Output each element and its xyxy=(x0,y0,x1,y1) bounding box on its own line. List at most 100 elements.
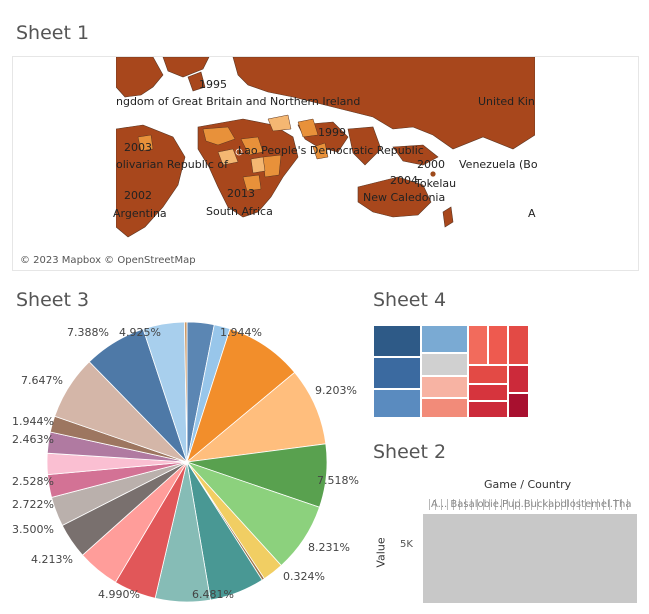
pie-label: 7.647% xyxy=(21,374,63,387)
treemap-tile[interactable] xyxy=(373,357,421,389)
treemap-tile[interactable] xyxy=(508,393,529,418)
treemap-tile[interactable] xyxy=(421,376,468,398)
map-label-uk-right: United Kin xyxy=(478,95,535,108)
column-tick xyxy=(453,499,454,510)
map-label-argentina: Argentina xyxy=(113,207,167,220)
world-map[interactable]: ngdom of Great Britain and Northern Irel… xyxy=(13,57,638,270)
column-tick xyxy=(441,499,442,510)
pie-label: 0.324% xyxy=(283,570,325,583)
map-label-bolivia: olivarian Republic of xyxy=(116,158,229,171)
column-tick xyxy=(507,499,508,510)
column-tick xyxy=(447,499,448,510)
map-attribution[interactable]: © 2023 Mapbox © OpenStreetMap xyxy=(20,255,196,266)
map-label-2013: 2013 xyxy=(227,187,255,200)
pie-slice[interactable] xyxy=(184,321,188,463)
y-axis-tick: 5K xyxy=(400,539,413,550)
map-label-south-africa: South Africa xyxy=(206,205,273,218)
column-tick xyxy=(525,499,526,510)
pie-label: 4.990% xyxy=(98,588,140,601)
column-tick xyxy=(615,499,616,510)
sheet2-title: Sheet 2 xyxy=(373,441,447,463)
highlighted-regions xyxy=(137,118,329,192)
pie-label: 2.722% xyxy=(12,498,54,511)
map-view[interactable]: ngdom of Great Britain and Northern Irel… xyxy=(12,56,639,271)
treemap-tile[interactable] xyxy=(468,365,508,384)
treemap-tile[interactable] xyxy=(421,398,468,418)
treemap-tile[interactable] xyxy=(421,325,468,353)
column-tick xyxy=(483,499,484,510)
treemap-tile[interactable] xyxy=(468,384,508,401)
column-tick xyxy=(429,499,430,510)
treemap-tile[interactable] xyxy=(468,401,508,418)
light-regions xyxy=(217,114,292,174)
column-tick xyxy=(489,499,490,510)
map-label-1999: 1999 xyxy=(318,126,346,139)
column-tick xyxy=(555,499,556,510)
column-tick xyxy=(603,499,604,510)
pie-label: 4.925% xyxy=(119,326,161,339)
map-label-uk-left: ngdom of Great Britain and Northern Irel… xyxy=(116,95,360,108)
column-tick xyxy=(591,499,592,510)
pie-slices[interactable] xyxy=(46,321,328,603)
column-tick xyxy=(561,499,562,510)
map-mask-right xyxy=(535,57,638,270)
treemap-tile[interactable] xyxy=(488,325,508,365)
map-label-2003: 2003 xyxy=(124,141,152,154)
treemap-tile[interactable] xyxy=(373,389,421,418)
column-tick xyxy=(531,499,532,510)
pie-label: 7.518% xyxy=(317,474,359,487)
map-marker[interactable] xyxy=(429,170,437,178)
column-tick xyxy=(477,499,478,510)
column-tick xyxy=(627,499,628,510)
pie-chart[interactable]: 7.388% 4.925% 1.944% 9.203% 7.647% 1.944… xyxy=(0,315,370,614)
pie-slice[interactable] xyxy=(186,328,296,464)
sheet1-title: Sheet 1 xyxy=(16,22,90,44)
bar-chart[interactable]: Game / Country A... Basalobie.Pup.Buckap… xyxy=(375,476,642,606)
treemap-tile[interactable] xyxy=(421,353,468,376)
map-label-2000: 2000 xyxy=(417,158,445,171)
treemap-tile[interactable] xyxy=(508,365,529,393)
map-label-a: A xyxy=(528,207,536,220)
pie-label: 1.944% xyxy=(12,415,54,428)
pie-label: 7.388% xyxy=(67,326,109,339)
pie-label: 1.944% xyxy=(220,326,262,339)
column-tick xyxy=(465,499,466,510)
pie-slice[interactable] xyxy=(185,371,327,463)
pie-label: 3.500% xyxy=(12,523,54,536)
map-label-venezuela: Venezuela (Bo xyxy=(459,158,538,171)
map-label-lao: Lao People's Democratic Republic xyxy=(238,144,424,157)
map-marker[interactable] xyxy=(235,148,243,156)
column-tick xyxy=(513,499,514,510)
pie-label: 4.213% xyxy=(31,553,73,566)
column-tick xyxy=(597,499,598,510)
column-tick xyxy=(567,499,568,510)
column-tick xyxy=(495,499,496,510)
map-mask-left xyxy=(13,57,116,270)
y-axis-title: Value xyxy=(374,537,388,568)
column-tick xyxy=(501,499,502,510)
column-tick xyxy=(549,499,550,510)
sheet3-title: Sheet 3 xyxy=(16,289,90,311)
pie-label: 2.463% xyxy=(12,433,54,446)
map-label-1995: 1995 xyxy=(199,78,227,91)
column-tick xyxy=(579,499,580,510)
column-tick xyxy=(585,499,586,510)
treemap-tile[interactable] xyxy=(508,325,529,365)
column-tick xyxy=(519,499,520,510)
pie-label: 9.203% xyxy=(315,384,357,397)
column-tick xyxy=(435,499,436,510)
pie-label: 6.481% xyxy=(192,588,234,601)
column-tick xyxy=(471,499,472,510)
treemap-tile[interactable] xyxy=(468,325,488,365)
map-label-new-caledonia: New Caledonia xyxy=(363,191,445,204)
column-tick xyxy=(609,499,610,510)
pie-label: 2.528% xyxy=(12,475,54,488)
column-tick xyxy=(621,499,622,510)
column-tick xyxy=(459,499,460,510)
column-tick xyxy=(543,499,544,510)
treemap[interactable] xyxy=(373,325,529,418)
column-header-labels: A... Basalobie.Pup.Buckapdlostemel.Tha xyxy=(431,499,632,510)
treemap-tile[interactable] xyxy=(373,325,421,357)
pie-label: 8.231% xyxy=(308,541,350,554)
map-label-2004: 2004 xyxy=(390,174,418,187)
